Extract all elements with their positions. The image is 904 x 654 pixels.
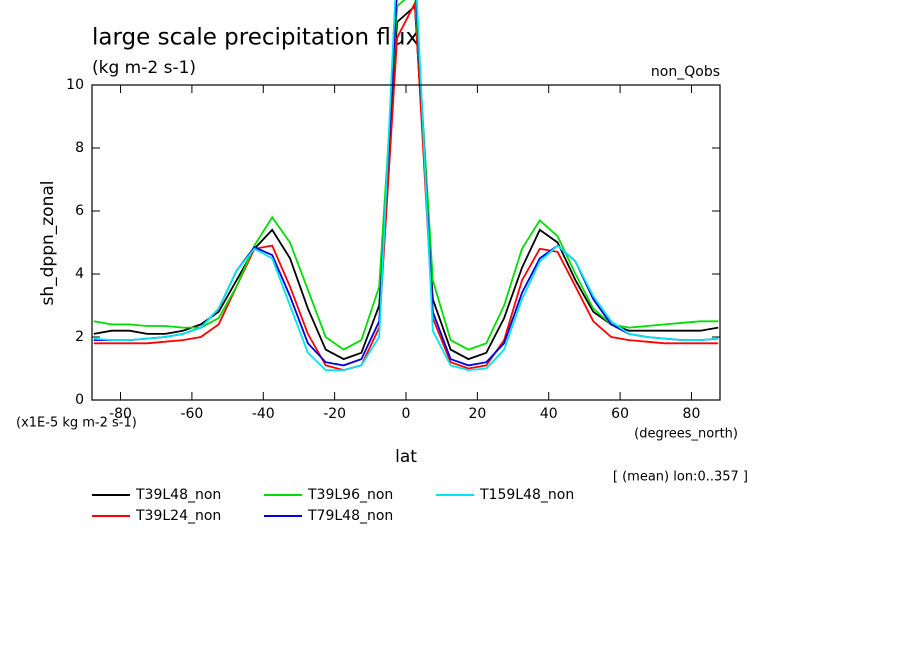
note: [ (mean) lon:0..357 ] [613,470,748,485]
y-tick-label: 0 [75,392,84,408]
experiment: non_Qobs [651,64,720,80]
x-tick-label: -60 [180,406,203,422]
x-units: (degrees_north) [634,427,738,442]
legend-label: T39L48_non [135,487,221,503]
series-line [93,0,719,372]
x-tick-label: 20 [468,406,486,422]
x-tick-label: -40 [252,406,275,422]
series-line [93,0,719,372]
y-tick-label: 8 [75,140,84,156]
x-tick-label: -20 [323,406,346,422]
y-units: (x1E-5 kg m-2 s-1) [16,416,137,431]
x-tick-label: 60 [611,406,629,422]
series-line [93,0,719,367]
x-axis-label: lat [395,447,417,467]
x-tick-label: 0 [402,406,411,422]
y-tick-label: 2 [75,329,84,345]
legend-label: T39L96_non [307,487,393,503]
y-tick-label: 6 [75,203,84,219]
legend-label: T79L48_non [307,508,393,524]
chart-title: large scale precipitation flux [92,25,419,51]
plot-frame [91,84,721,401]
x-tick-label: 80 [683,406,701,422]
legend-label: T39L24_non [135,508,221,524]
y-axis-label: sh_dppn_zonal [38,180,58,305]
legend-label: T159L48_non [479,487,574,503]
x-tick-label: -80 [109,406,132,422]
y-tick-label: 10 [66,77,84,93]
x-tick-label: 40 [540,406,558,422]
series-line [93,0,719,351]
chart-subtitle: (kg m-2 s-1) [92,58,196,78]
plot-lines [93,0,719,372]
y-tick-label: 4 [75,266,84,282]
